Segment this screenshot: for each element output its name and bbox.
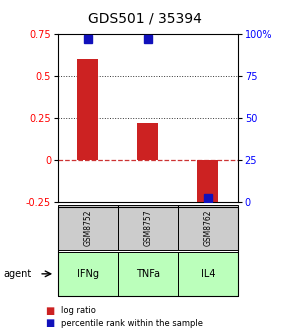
Text: ■: ■ xyxy=(45,306,54,316)
Text: ■: ■ xyxy=(45,318,54,328)
Text: GSM8757: GSM8757 xyxy=(143,209,153,246)
Text: IFNg: IFNg xyxy=(77,269,99,279)
Bar xyxy=(77,59,99,160)
Text: GSM8762: GSM8762 xyxy=(203,209,212,246)
Text: TNFa: TNFa xyxy=(136,269,160,279)
Text: agent: agent xyxy=(3,269,31,279)
Text: GSM8752: GSM8752 xyxy=(84,209,93,246)
Bar xyxy=(197,160,218,210)
Text: GDS501 / 35394: GDS501 / 35394 xyxy=(88,12,202,26)
Text: percentile rank within the sample: percentile rank within the sample xyxy=(61,319,203,328)
Text: log ratio: log ratio xyxy=(61,306,96,315)
Text: IL4: IL4 xyxy=(201,269,215,279)
Bar xyxy=(137,123,158,160)
